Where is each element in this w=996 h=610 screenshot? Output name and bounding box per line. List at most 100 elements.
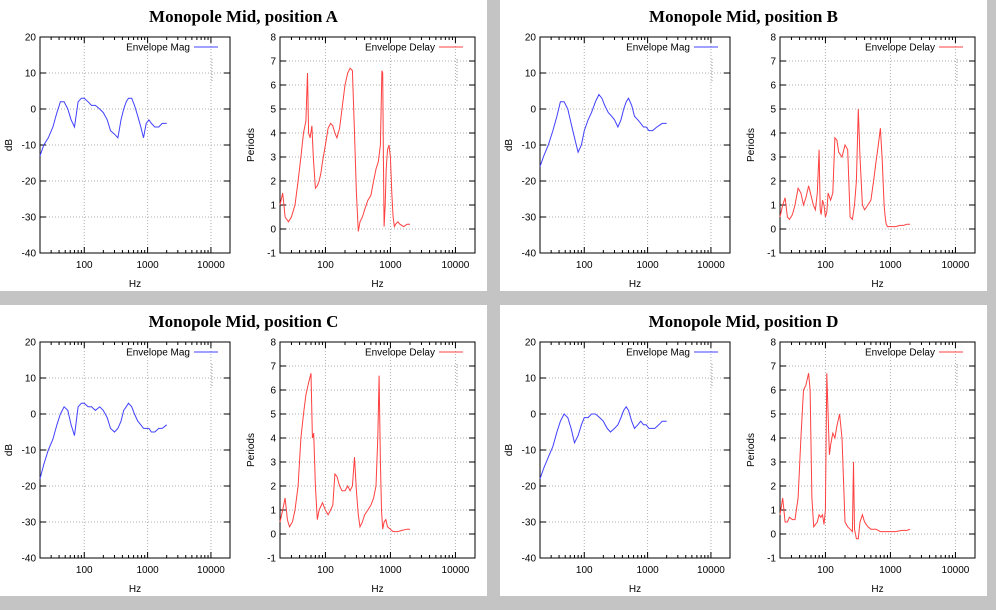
plot-frame: [39, 36, 231, 254]
y-tick-label: 8: [770, 338, 776, 349]
y-tick-label: 7: [270, 57, 276, 68]
chart-panel-d: Monopole Mid, position D 100 1000 10000 -40…: [500, 305, 987, 596]
y-tick-label: 1: [270, 201, 276, 212]
y-tick-label: 20: [25, 33, 37, 44]
y-tick-label: 3: [270, 458, 276, 469]
y-tick-label: -1: [267, 249, 276, 260]
series-line: [39, 97, 167, 156]
x-tick-label: 1000: [879, 565, 902, 576]
y-tick-label: 0: [30, 105, 36, 116]
y-axis-label: dB: [4, 139, 15, 152]
y-tick-label: -40: [522, 249, 537, 260]
x-tick-label: 100: [317, 260, 334, 271]
y-tick-label: 4: [770, 434, 776, 445]
plots-svg: 100 1000 10000-40-30-20-1001020HzdBEnvelop…: [504, 33, 976, 290]
y-tick-label: 2: [270, 177, 276, 188]
y-tick-label: 6: [770, 386, 776, 397]
x-axis-label: Hz: [629, 584, 641, 595]
x-tick-label: 10000: [942, 565, 970, 576]
y-tick-label: 20: [25, 338, 37, 349]
y-axis-label: Periods: [746, 128, 757, 162]
chart-panel-b: Monopole Mid, position B 100 1000 10000 -40…: [500, 0, 987, 291]
y-tick-label: 0: [530, 105, 536, 116]
y-axis-label: Periods: [246, 128, 257, 162]
y-tick-label: -20: [22, 177, 37, 188]
y-tick-label: 2: [770, 482, 776, 493]
y-tick-label: 7: [270, 362, 276, 373]
x-tick-label: 1000: [136, 565, 159, 576]
y-tick-label: -30: [22, 518, 37, 529]
plot-frame: [279, 341, 476, 559]
y-tick-label: 5: [770, 410, 776, 421]
series-line: [539, 93, 667, 167]
x-tick-label: 10000: [197, 260, 225, 271]
y-tick-label: 7: [770, 57, 776, 68]
x-tick-label: 100: [576, 565, 593, 576]
x-tick-label: 10000: [197, 565, 225, 576]
series-line: [279, 373, 410, 533]
y-axis-label: dB: [4, 444, 15, 457]
x-tick-label: 1000: [636, 565, 659, 576]
plot-frame: [779, 341, 976, 559]
legend-label: Envelope Delay: [365, 348, 435, 359]
y-tick-label: 10: [525, 374, 537, 385]
x-axis-label: Hz: [129, 279, 141, 290]
x-axis-label: Hz: [871, 279, 883, 290]
y-tick-label: -20: [522, 482, 537, 493]
y-tick-label: -10: [22, 446, 37, 457]
y-tick-label: 10: [25, 374, 37, 385]
series-line: [39, 402, 168, 479]
x-tick-label: 1000: [136, 260, 159, 271]
y-tick-label: -1: [267, 554, 276, 565]
y-tick-label: -10: [22, 141, 37, 152]
y-tick-label: 7: [770, 362, 776, 373]
y-tick-label: -40: [522, 554, 537, 565]
x-tick-label: 10000: [442, 565, 470, 576]
y-tick-label: -10: [522, 141, 537, 152]
legend-label: Envelope Mag: [626, 348, 690, 359]
plot-frame: [539, 341, 731, 559]
y-axis-label: dB: [504, 139, 515, 152]
x-tick-label: 1000: [879, 260, 902, 271]
x-tick-label: 10000: [442, 260, 470, 271]
y-tick-label: 6: [270, 81, 276, 92]
series-line: [779, 108, 910, 228]
x-tick-label: 1000: [636, 260, 659, 271]
y-tick-label: 8: [270, 338, 276, 349]
y-axis-label: Periods: [246, 433, 257, 467]
x-tick-label: 100: [576, 260, 593, 271]
series-line: [539, 405, 667, 479]
y-tick-label: 5: [270, 410, 276, 421]
x-axis-label: Hz: [371, 279, 383, 290]
x-axis-label: Hz: [129, 584, 141, 595]
x-tick-label: 100: [76, 260, 93, 271]
y-tick-label: 10: [525, 69, 537, 80]
legend-label: Envelope Mag: [126, 43, 190, 54]
x-tick-label: 1000: [379, 260, 402, 271]
y-tick-label: 3: [770, 458, 776, 469]
y-tick-label: 0: [770, 225, 776, 236]
chart-title: Monopole Mid, position A: [149, 7, 338, 26]
y-tick-label: 6: [770, 81, 776, 92]
legend-label: Envelope Delay: [365, 43, 435, 54]
y-tick-label: 20: [525, 33, 537, 44]
plot-frame: [539, 36, 731, 254]
chart-title: Monopole Mid, position C: [148, 312, 339, 331]
y-tick-label: 1: [270, 506, 276, 517]
chart-panel-c: Monopole Mid, position C 100 1000 10000 -40…: [0, 305, 487, 596]
y-tick-label: -20: [22, 482, 37, 493]
x-axis-label: Hz: [371, 584, 383, 595]
y-tick-label: 4: [270, 129, 276, 140]
y-tick-label: -1: [767, 554, 776, 565]
x-tick-label: 100: [817, 260, 834, 271]
x-tick-label: 100: [817, 565, 834, 576]
x-tick-label: 100: [317, 565, 334, 576]
x-tick-label: 10000: [697, 565, 725, 576]
y-axis-label: Periods: [746, 433, 757, 467]
chart-title: Monopole Mid, position D: [648, 312, 839, 331]
x-axis-label: Hz: [629, 279, 641, 290]
y-tick-label: 4: [270, 434, 276, 445]
y-tick-label: 2: [770, 177, 776, 188]
y-tick-label: 0: [530, 410, 536, 421]
chart-panel-a: Monopole Mid, position A 100 1000 10000 -40…: [0, 0, 487, 291]
